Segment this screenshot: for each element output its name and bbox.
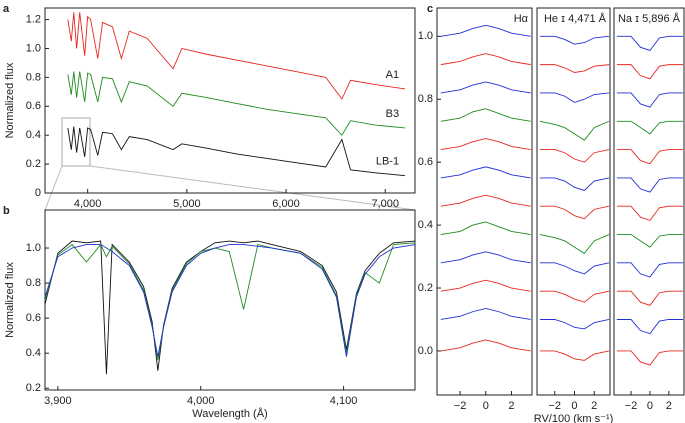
line-label: A1 <box>386 69 399 81</box>
spectrum-line <box>67 12 406 100</box>
panel-label: c <box>427 3 433 15</box>
plot-frame <box>44 7 416 194</box>
y-tick-label: 0 <box>35 187 41 199</box>
x-tick-label: 4,100 <box>330 395 358 407</box>
x-tick-label: 2 <box>508 400 514 412</box>
spectrum-line <box>440 108 531 122</box>
line-label: B3 <box>386 108 399 120</box>
panel-label: b <box>3 205 10 217</box>
panel-title: He ɪ 4,471 Å <box>544 12 607 25</box>
spectrum-line <box>539 290 610 303</box>
panel-label: a <box>3 3 10 15</box>
x-tick-label: −2 <box>454 400 467 412</box>
y-tick-label: 0.4 <box>26 347 41 359</box>
x-tick-label: 7,000 <box>371 198 399 210</box>
x-tick-label: −2 <box>625 400 638 412</box>
spectrum-line <box>440 166 531 179</box>
x-tick-label: 2 <box>666 400 672 412</box>
x-tick-label: 6,000 <box>272 198 300 210</box>
zoom-connector <box>89 165 416 211</box>
y-tick-label: 0.2 <box>26 158 41 170</box>
y-tick-label: 1.0 <box>418 30 433 42</box>
plot-frame <box>536 7 611 396</box>
spectrum-line <box>67 71 406 136</box>
spectrum-line <box>616 350 684 366</box>
spectrum-line <box>616 177 684 193</box>
plot-frame <box>44 209 416 391</box>
spectrum-line <box>67 126 406 177</box>
spectrum-line <box>616 35 684 52</box>
y-tick-label: 0.2 <box>26 382 41 394</box>
spectrum-line <box>539 319 610 330</box>
panel-title: Hα <box>514 13 529 25</box>
spectrum-line <box>440 221 531 235</box>
y-tick-label: 0.6 <box>26 100 41 112</box>
spectrum-line <box>539 35 610 45</box>
spectrum-line <box>616 205 684 221</box>
spectrum-line <box>539 64 610 73</box>
plot-frame <box>613 7 685 396</box>
line-label: LB-1 <box>376 156 399 168</box>
x-tick-label: 0 <box>571 400 577 412</box>
spectrum-line <box>539 350 610 361</box>
spectrum-line <box>440 138 531 151</box>
y-tick-label: 1.0 <box>26 242 41 254</box>
y-tick-label: 0.0 <box>418 345 433 357</box>
x-tick-label: 3,900 <box>44 395 72 407</box>
spectrum-line <box>539 262 610 275</box>
x-tick-label: 0 <box>483 400 489 412</box>
spectrum-line <box>616 149 684 165</box>
spectrum-line <box>440 279 531 292</box>
x-axis-label: Wavelength (Å) <box>192 407 267 420</box>
y-tick-label: 0.8 <box>418 93 433 105</box>
zoom-box <box>61 117 91 167</box>
spectrum-line <box>44 244 416 357</box>
y-axis-label: Normalized flux <box>4 62 16 138</box>
x-tick-label: 4,000 <box>74 198 102 210</box>
spectrum-line <box>539 92 610 103</box>
panel-title: Na ɪ 5,896 Å <box>618 12 681 25</box>
x-tick-label: 2 <box>591 400 597 412</box>
spectrum-line <box>44 240 416 375</box>
spectrum-line <box>539 120 610 141</box>
spectrum-line <box>440 194 531 207</box>
spectrum-line <box>616 319 684 335</box>
x-tick-label: 4,000 <box>187 395 215 407</box>
y-tick-label: 0.8 <box>26 277 41 289</box>
y-tick-label: 0.4 <box>26 129 41 141</box>
x-tick-label: 5,000 <box>173 198 201 210</box>
spectrum-line <box>440 339 531 352</box>
y-tick-label: 1.2 <box>26 13 41 25</box>
plot-frame <box>436 7 533 396</box>
spectrum-line <box>539 205 610 220</box>
spectrum-line <box>440 251 531 264</box>
x-axis-label: RV/100 (km s⁻¹) <box>534 413 614 423</box>
spectrum-line <box>616 290 684 306</box>
y-tick-label: 0.6 <box>418 156 433 168</box>
y-tick-label: 0.6 <box>26 312 41 324</box>
spectrum-line <box>440 81 531 94</box>
spectrum-line <box>616 64 684 80</box>
x-tick-label: −2 <box>548 400 561 412</box>
spectrum-line <box>616 92 684 108</box>
spectrum-line <box>44 242 416 361</box>
y-tick-label: 0.8 <box>26 71 41 83</box>
y-axis-label: Normalized flux <box>4 262 16 338</box>
spectrum-line <box>616 234 684 248</box>
spectrum-line <box>539 177 610 192</box>
spectrum-line <box>539 234 610 255</box>
zoom-connector <box>44 165 63 211</box>
x-tick-label: 0 <box>647 400 653 412</box>
spectrum-line <box>539 149 610 163</box>
spectrum-line <box>616 262 684 278</box>
spectrum-line <box>440 308 531 320</box>
y-tick-label: 0.4 <box>418 219 433 231</box>
spectrum-line <box>440 24 531 37</box>
y-tick-label: 1.0 <box>26 42 41 54</box>
spectrum-line <box>440 53 531 66</box>
y-tick-label: 0.2 <box>418 282 433 294</box>
spectrum-line <box>616 120 684 135</box>
